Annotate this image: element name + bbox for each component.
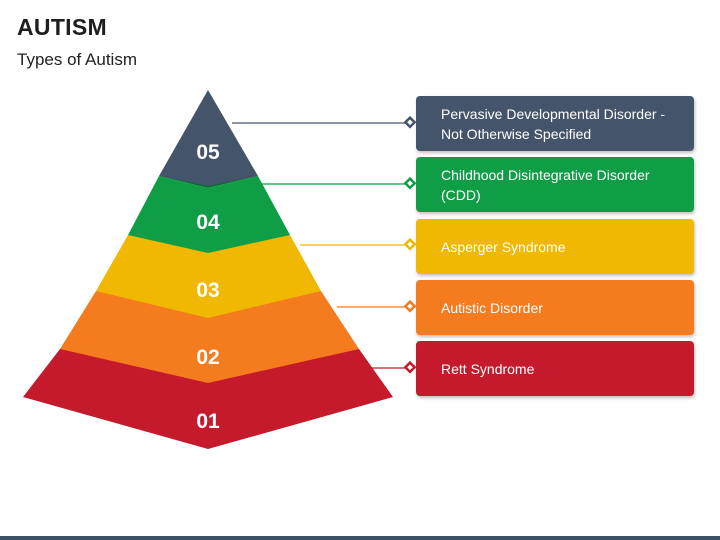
connector-01 xyxy=(371,360,417,374)
connector-05 xyxy=(232,115,417,129)
layer-number-03: 03 xyxy=(196,279,219,302)
level-box-01: Rett Syndrome xyxy=(416,341,694,396)
connector-02 xyxy=(337,299,417,313)
level-label-02: Autistic Disorder xyxy=(441,299,543,316)
connector-04 xyxy=(262,176,417,190)
layer-number-04: 04 xyxy=(196,211,220,234)
level-box-02: Autistic Disorder xyxy=(416,280,694,335)
bottom-accent-bar xyxy=(0,536,720,540)
level-box-04: Childhood Disintegrative Disorder (CDD) xyxy=(416,157,694,212)
level-label-01: Rett Syndrome xyxy=(441,360,535,377)
pyramid-layer-05: 05 xyxy=(159,90,258,186)
level-label-04: Childhood Disintegrative Disorder (CDD) xyxy=(441,166,650,203)
layer-number-01: 01 xyxy=(196,410,220,433)
connector-03 xyxy=(300,237,417,251)
page-title: AUTISM xyxy=(17,14,107,40)
level-box-03: Asperger Syndrome xyxy=(416,219,694,274)
layer-number-02: 02 xyxy=(196,346,219,369)
page-subtitle: Types of Autism xyxy=(17,50,137,69)
level-box-05: Pervasive Developmental Disorder - Not O… xyxy=(416,96,694,151)
level-label-03: Asperger Syndrome xyxy=(441,238,566,255)
layer-number-05: 05 xyxy=(196,141,220,164)
level-label-05: Pervasive Developmental Disorder - Not O… xyxy=(441,105,666,142)
